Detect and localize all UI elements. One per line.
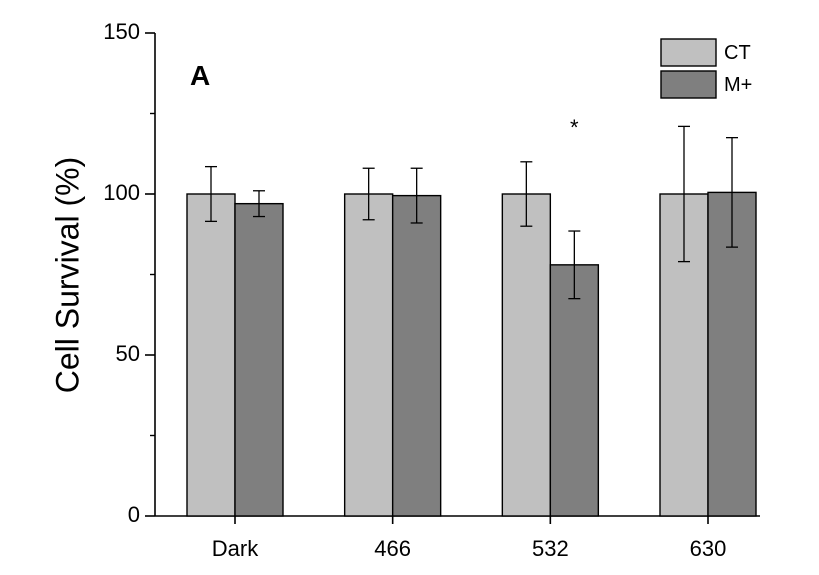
- bar-CT-532: [501, 193, 552, 517]
- y-tick-label: 100: [103, 180, 140, 205]
- x-tick-label: 532: [532, 536, 569, 561]
- bar-CT-Dark: [186, 193, 236, 517]
- bars: [186, 125, 757, 517]
- legend-swatch-M+: [660, 70, 717, 99]
- panel-label: A: [190, 60, 210, 91]
- legend-label-M+: M+: [724, 74, 752, 96]
- x-tick-label: Dark: [212, 536, 259, 561]
- y-axis-ticks: 0 50 100 150: [103, 19, 155, 527]
- bar-M+-466: [391, 194, 442, 517]
- legend-label-CT: CT: [724, 42, 751, 64]
- x-tick-label: 630: [690, 536, 727, 561]
- legend: CT M+: [660, 38, 752, 99]
- annotations: *: [570, 115, 579, 140]
- y-tick-label: 0: [128, 502, 140, 527]
- legend-swatch-CT: [660, 38, 717, 67]
- bar-CT-466: [343, 193, 394, 517]
- y-tick-label: 150: [103, 19, 140, 44]
- significance-marker: *: [570, 115, 579, 140]
- bar-M+-532: [549, 264, 600, 517]
- y-axis-title: Cell Survival (%): [49, 157, 85, 393]
- x-tick-label: 466: [374, 536, 411, 561]
- x-axis-ticks: Dark 466 532 630: [212, 516, 727, 561]
- y-tick-label: 50: [116, 341, 140, 366]
- bar-M+-Dark: [234, 202, 284, 517]
